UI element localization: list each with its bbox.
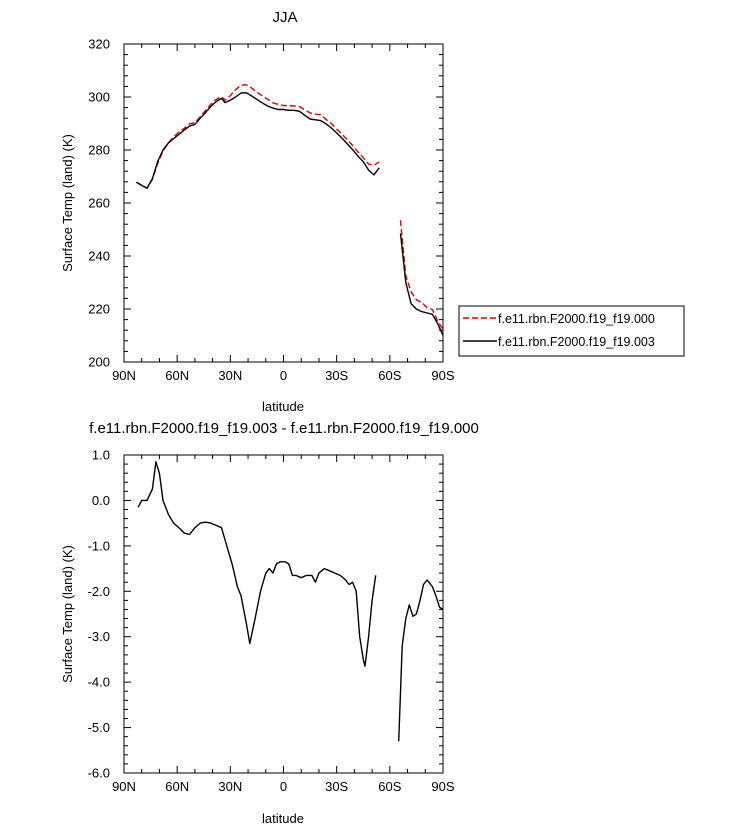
bottom-plot-ytick-label: 0.0	[92, 493, 110, 508]
bottom-plot-lines	[137, 461, 444, 742]
top-plot-series-1-line	[136, 92, 380, 189]
top-plot-xtick-label: 90S	[431, 368, 454, 383]
top-plot-series-1-line	[399, 233, 444, 336]
top-plot-xtick-label: 60S	[378, 368, 401, 383]
bottom-plot-ylabel: Surface Temp (land) (K)	[60, 545, 75, 683]
top-plot-xtick-label: 30N	[218, 368, 242, 383]
top-plot-series-0-line	[136, 84, 380, 189]
top-plot-xtick-label: 60N	[165, 368, 189, 383]
bottom-plot-xtick-label: 90N	[112, 779, 136, 794]
top-plot-ytick-label: 260	[88, 196, 110, 211]
bottom-plot-series-0-line	[137, 461, 377, 667]
legend-label-series-1: f.e11.rbn.F2000.f19_f19.003	[498, 335, 655, 349]
bottom-plot: f.e11.rbn.F2000.f19_f19.003 - f.e11.rbn.…	[60, 420, 479, 826]
bottom-plot-xlabel: latitude	[262, 811, 304, 826]
bottom-plot-ytick-label: -2.0	[88, 584, 110, 599]
top-plot-xtick-label: 30S	[325, 368, 348, 383]
top-plot-ytick-label: 280	[88, 143, 110, 158]
top-plot-ytick-label: 240	[88, 249, 110, 264]
top-plot-frame	[123, 43, 444, 363]
top-plot-ytick-label: 300	[88, 90, 110, 105]
bottom-plot-ticks: 90N 60N 30N 0 30S 60S 90S 1.0 0.0 -1.0 -2.0 -3.0 -4.…	[88, 448, 455, 795]
top-plot-ylabel: Surface Temp (land) (K)	[60, 134, 75, 272]
bottom-plot-title: f.e11.rbn.F2000.f19_f19.003 - f.e11.rbn.…	[89, 420, 479, 437]
top-plot-xtick-label: 0	[280, 368, 287, 383]
legend-label-series-0: f.e11.rbn.F2000.f19_f19.000	[498, 312, 655, 326]
bottom-plot-xtick-label: 60S	[378, 779, 401, 794]
bottom-plot-xtick-label: 30S	[325, 779, 348, 794]
bottom-plot-xtick-label: 30N	[218, 779, 242, 794]
bottom-plot-xtick-label: 90S	[431, 779, 454, 794]
top-plot-ticks: 90N 60N 30N 0 30S 60S 90S 200 220 240 260 280 300 320	[88, 37, 455, 384]
bottom-plot-ytick-label: -5.0	[88, 720, 110, 735]
top-plot-xlabel: latitude	[262, 399, 304, 414]
top-plot-xtick-label: 90N	[112, 368, 136, 383]
bottom-plot-ytick-label: -6.0	[88, 766, 110, 781]
top-plot-lines	[136, 84, 444, 336]
top-plot-ytick-label: 320	[88, 37, 110, 52]
bottom-plot-ytick-label: -4.0	[88, 675, 110, 690]
top-plot-series-0-line	[399, 220, 444, 331]
bottom-plot-ytick-label: -3.0	[88, 629, 110, 644]
bottom-plot-ytick-label: -1.0	[88, 538, 110, 553]
bottom-plot-frame	[123, 454, 444, 774]
top-plot: JJA 90N 60N 30N 0 30S 60S 90S 200 220 240 260 280 30…	[60, 9, 685, 414]
legend: f.e11.rbn.F2000.f19_f19.000 f.e11.rbn.F2…	[458, 305, 685, 357]
bottom-plot-series-0-line	[398, 579, 444, 742]
top-plot-ytick-label: 200	[88, 355, 110, 370]
bottom-plot-xtick-label: 60N	[165, 779, 189, 794]
legend-box	[458, 305, 685, 357]
top-plot-title: JJA	[272, 9, 297, 26]
bottom-plot-ytick-label: 1.0	[92, 448, 110, 463]
bottom-plot-xtick-label: 0	[280, 779, 287, 794]
top-plot-ytick-label: 220	[88, 302, 110, 317]
